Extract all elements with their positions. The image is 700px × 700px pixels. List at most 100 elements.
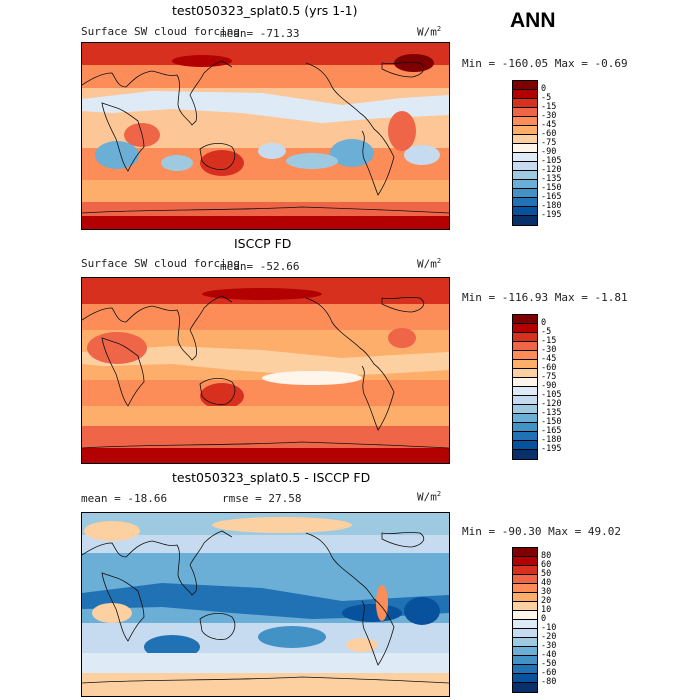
panel3-colorbar-swatch — [513, 575, 537, 584]
panel1-colorbar-swatch — [513, 90, 537, 99]
panel2-colorbar-label: -150 — [541, 417, 562, 427]
panel2-map-svg — [82, 278, 449, 463]
panel2-colorbar-label: -75 — [541, 372, 557, 382]
panel2-colorbar-label: -165 — [541, 426, 562, 436]
panel2-colorbar-swatch — [513, 315, 537, 324]
panel3-colorbar-label: 30 — [541, 587, 552, 597]
panel1-map — [81, 42, 450, 230]
panel1-colorbar-swatch — [513, 162, 537, 171]
panel1-colorbar-label: -165 — [541, 192, 562, 202]
panel1-colorbar-swatch — [513, 81, 537, 90]
panel2-title: ISCCP FD — [234, 236, 292, 251]
panel3-colorbar-label: 60 — [541, 560, 552, 570]
units-exponent: 2 — [436, 257, 442, 265]
panel2-colorbar-label: -135 — [541, 408, 562, 418]
panel3-map — [81, 512, 450, 697]
panel3-colorbar-swatch — [513, 548, 537, 557]
panel3-colorbar-swatch — [513, 620, 537, 629]
units-base: W/m — [417, 490, 437, 504]
panel2-colorbar-swatch — [513, 405, 537, 414]
panel2-colorbar-swatch — [513, 396, 537, 405]
panel3-rmse: rmse = 27.58 — [222, 492, 302, 505]
panel1-colorbar-swatch — [513, 189, 537, 198]
panel2-units: W/m2 — [417, 257, 441, 271]
panel3-colorbar-label: 10 — [541, 605, 552, 615]
panel3-colorbar-swatch — [513, 629, 537, 638]
panel1-map-svg — [82, 43, 449, 229]
panel2-minmax: Min = -116.93 Max = -1.81 — [462, 291, 628, 304]
panel1-colorbar-swatch — [513, 207, 537, 216]
panel1-colorbar-swatch — [513, 117, 537, 126]
panel3-units: W/m2 — [417, 490, 441, 504]
panel1-colorbar-label: -30 — [541, 111, 557, 121]
panel1-colorbar-label: -15 — [541, 102, 557, 112]
panel2-colorbar-label: -30 — [541, 345, 557, 355]
panel3-colorbar-label: 80 — [541, 551, 552, 561]
units-exponent: 2 — [436, 25, 442, 33]
panel2-colorbar-swatch — [513, 342, 537, 351]
panel2-colorbar-swatch — [513, 432, 537, 441]
panel3-colorbar-label: 0 — [541, 614, 547, 624]
panel1-colorbar-label: -105 — [541, 156, 562, 166]
panel3-colorbar-label: 50 — [541, 569, 552, 579]
panel3-title: test050323_splat0.5 - ISCCP FD — [172, 470, 371, 485]
panel1-colorbar — [512, 80, 538, 226]
panel2-colorbar-swatch — [513, 369, 537, 378]
panel2-colorbar-label: -120 — [541, 399, 562, 409]
panel3-colorbar-swatch — [513, 584, 537, 593]
units-base: W/m — [417, 257, 437, 271]
panel1-field-name: Surface SW cloud forcing — [81, 25, 240, 38]
season-label: ANN — [510, 9, 556, 32]
panel2-colorbar-label: -195 — [541, 444, 562, 454]
panel3-colorbar-label: 20 — [541, 596, 552, 606]
panel1-colorbar-label: -45 — [541, 120, 557, 130]
panel3-colorbar-swatch — [513, 647, 537, 656]
panel2-colorbar-label: -60 — [541, 363, 557, 373]
panel2-colorbar-label: -45 — [541, 354, 557, 364]
panel3-colorbar-swatch — [513, 593, 537, 602]
panel3-colorbar-label: -50 — [541, 659, 557, 669]
panel2-colorbar-label: -180 — [541, 435, 562, 445]
panel1-minmax: Min = -160.05 Max = -0.69 — [462, 57, 628, 70]
panel1-colorbar-swatch — [513, 108, 537, 117]
panel2-colorbar-swatch — [513, 351, 537, 360]
panel2-colorbar-swatch — [513, 441, 537, 450]
panel2-map — [81, 277, 450, 464]
panel2-colorbar-swatch — [513, 387, 537, 396]
panel3-colorbar-swatch — [513, 557, 537, 566]
panel3-colorbar-label: 40 — [541, 578, 552, 588]
panel2-colorbar-swatch — [513, 378, 537, 387]
panel3-colorbar-label: -80 — [541, 677, 557, 687]
panel1-colorbar-label: -90 — [541, 147, 557, 157]
panel3-minmax: Min = -90.30 Max = 49.02 — [462, 525, 621, 538]
panel1-title: test050323_splat0.5 (yrs 1-1) — [172, 3, 358, 18]
panel2-colorbar-label: -90 — [541, 381, 557, 391]
panel3-colorbar-label: -20 — [541, 632, 557, 642]
panel3-colorbar-label: -40 — [541, 650, 557, 660]
panel3-colorbar-swatch — [513, 656, 537, 665]
panel1-colorbar-label: -150 — [541, 183, 562, 193]
panel3-colorbar-swatch — [513, 566, 537, 575]
panel2-colorbar-label: 0 — [541, 318, 547, 328]
panel2-mean: mean= -52.66 — [220, 260, 300, 273]
panel2-colorbar-swatch — [513, 423, 537, 432]
panel2-colorbar — [512, 314, 538, 460]
panel1-colorbar-swatch — [513, 135, 537, 144]
panel3-mean: mean = -18.66 — [81, 492, 168, 505]
panel1-colorbar-label: -180 — [541, 201, 562, 211]
panel2-colorbar-swatch — [513, 450, 537, 459]
units-exponent: 2 — [436, 490, 442, 498]
panel3-colorbar-swatch — [513, 683, 537, 692]
panel3-colorbar-swatch — [513, 638, 537, 647]
panel3-colorbar — [512, 547, 538, 693]
panel1-mean: mean= -71.33 — [220, 27, 300, 40]
panel3-colorbar-label: -60 — [541, 668, 557, 678]
panel1-colorbar-label: -60 — [541, 129, 557, 139]
panel2-colorbar-label: -5 — [541, 327, 552, 337]
panel2-colorbar-label: -105 — [541, 390, 562, 400]
panel2-colorbar-swatch — [513, 360, 537, 369]
panel3-colorbar-swatch — [513, 665, 537, 674]
panel3-colorbar-swatch — [513, 611, 537, 620]
panel1-colorbar-label: -120 — [541, 165, 562, 175]
panel1-colorbar-swatch — [513, 198, 537, 207]
